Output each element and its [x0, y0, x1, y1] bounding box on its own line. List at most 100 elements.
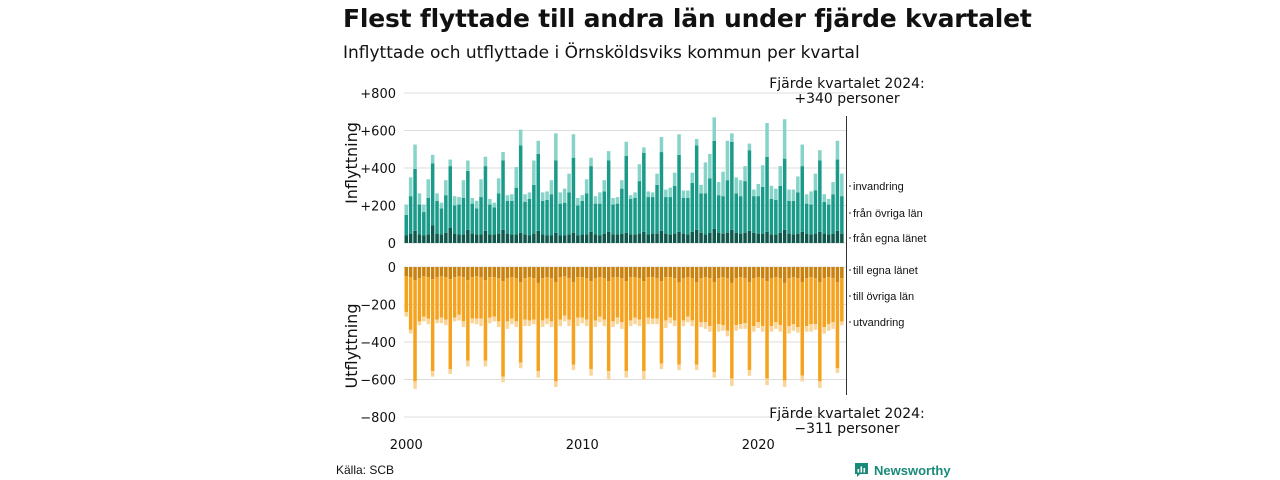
outflow-bar: [716, 278, 721, 325]
inflow-bar: [831, 233, 835, 243]
outflow-bar: [532, 278, 536, 320]
inflow-bar: [501, 160, 505, 230]
outflow-bar: [501, 281, 505, 377]
outflow-bar: [835, 282, 840, 369]
outflow-bar: [408, 329, 413, 334]
outflow-bar: [690, 278, 694, 321]
outflow-bar: [558, 277, 562, 320]
outflow-bar: [633, 267, 637, 278]
outflow-bar: [448, 267, 452, 280]
outflow-bar: [677, 282, 681, 365]
outflow-bar: [760, 267, 765, 279]
outflow-bar: [831, 322, 835, 329]
outflow-bar: [699, 322, 703, 327]
inflow-bar: [461, 198, 466, 235]
inflow-bar: [774, 188, 778, 200]
inflow-bar: [624, 155, 628, 233]
outflow-bar: [404, 276, 408, 312]
chart-subtitle: Inflyttade och utflyttade i Örnsköldsvik…: [343, 43, 860, 63]
inflow-bar: [576, 235, 580, 243]
inflow-bar: [435, 193, 439, 201]
inflow-bar: [606, 160, 611, 232]
outflow-bar: [633, 317, 637, 325]
outflow-bar: [439, 317, 444, 324]
inflow-bar: [413, 168, 417, 231]
inflow-bar: [505, 233, 510, 243]
inflow-bar: [510, 234, 514, 243]
outflow-bar: [765, 281, 769, 379]
outflow-bar: [461, 267, 466, 278]
outflow-bar: [549, 321, 554, 327]
inflow-bar: [514, 187, 518, 235]
outflow-axis-title: Utflyttning: [342, 304, 361, 389]
inflow-bar: [602, 233, 606, 243]
outflow-bar: [826, 277, 831, 325]
inflow-bar: [571, 232, 576, 243]
outflow-bar: [791, 324, 796, 331]
outflow-bar: [589, 369, 593, 376]
outflow-bar: [413, 267, 417, 281]
outflow-bars: [404, 267, 844, 389]
inflow-bar: [796, 192, 800, 234]
inflow-bar: [523, 201, 527, 235]
outflow-bar: [840, 278, 844, 322]
inflow-bar: [809, 234, 813, 243]
label-fran-egna-lanet: från egna länet: [853, 233, 926, 245]
inflow-bar: [536, 230, 540, 243]
outflow-bar: [474, 267, 479, 277]
outflow-bar: [668, 277, 672, 318]
inflow-bar: [474, 208, 479, 235]
inflow-bar: [408, 233, 413, 243]
inflow-bar: [734, 193, 738, 233]
inflow-bar: [518, 145, 523, 233]
inflow-bar: [496, 233, 501, 243]
outflow-bar: [483, 360, 488, 367]
outflow-bar: [734, 325, 738, 331]
inflow-bar: [457, 234, 461, 243]
inflow-bar: [439, 234, 444, 243]
inflow-bar: [769, 198, 774, 235]
outflow-bar: [681, 267, 686, 279]
outflow-bar: [782, 380, 787, 387]
outflow-bar: [659, 281, 664, 364]
outflow-bar: [426, 277, 430, 319]
inflow-bar: [769, 234, 774, 243]
inflow-bar: [554, 133, 558, 161]
inflow-bar: [417, 193, 422, 205]
outflow-bar: [593, 278, 598, 321]
outflow-bar: [800, 375, 804, 382]
inflow-bar: [452, 205, 457, 234]
inflow-bar: [690, 172, 694, 183]
outflow-bar: [417, 321, 422, 326]
inflow-bar: [672, 172, 677, 186]
brand-logo[interactable]: Newsworthy: [854, 462, 951, 478]
inflow-bar: [589, 166, 593, 232]
outflow-bar: [518, 282, 523, 363]
source-note: Källa: SCB: [336, 463, 395, 477]
inflow-bar: [725, 232, 730, 243]
inflow-y-tick-label: +400: [360, 162, 396, 177]
inflow-bar: [752, 189, 756, 197]
inflow-bar: [664, 197, 668, 234]
inflow-bar: [655, 173, 659, 185]
inflow-bar: [580, 195, 584, 201]
annotation-bottom-line1: Fjärde kvartalet 2024:: [769, 406, 925, 422]
inflow-bar: [584, 179, 589, 194]
outflow-bar: [448, 369, 452, 374]
outflow-bar: [461, 321, 466, 327]
inflow-bar: [804, 203, 809, 234]
inflow-bar: [558, 235, 562, 243]
outflow-bar: [422, 276, 426, 317]
outflow-bar: [413, 381, 417, 389]
inflow-bar: [791, 189, 796, 201]
outflow-y-tick-label: 0: [388, 261, 396, 276]
inflow-bar: [457, 204, 461, 235]
outflow-bar: [734, 267, 738, 279]
outflow-bar: [650, 318, 655, 325]
inflow-bar: [818, 150, 822, 161]
inflow-bar: [408, 177, 413, 197]
outflow-bar: [466, 267, 470, 281]
inflow-bar: [642, 231, 646, 243]
outflow-bar: [787, 278, 791, 327]
inflow-bar: [404, 204, 408, 215]
